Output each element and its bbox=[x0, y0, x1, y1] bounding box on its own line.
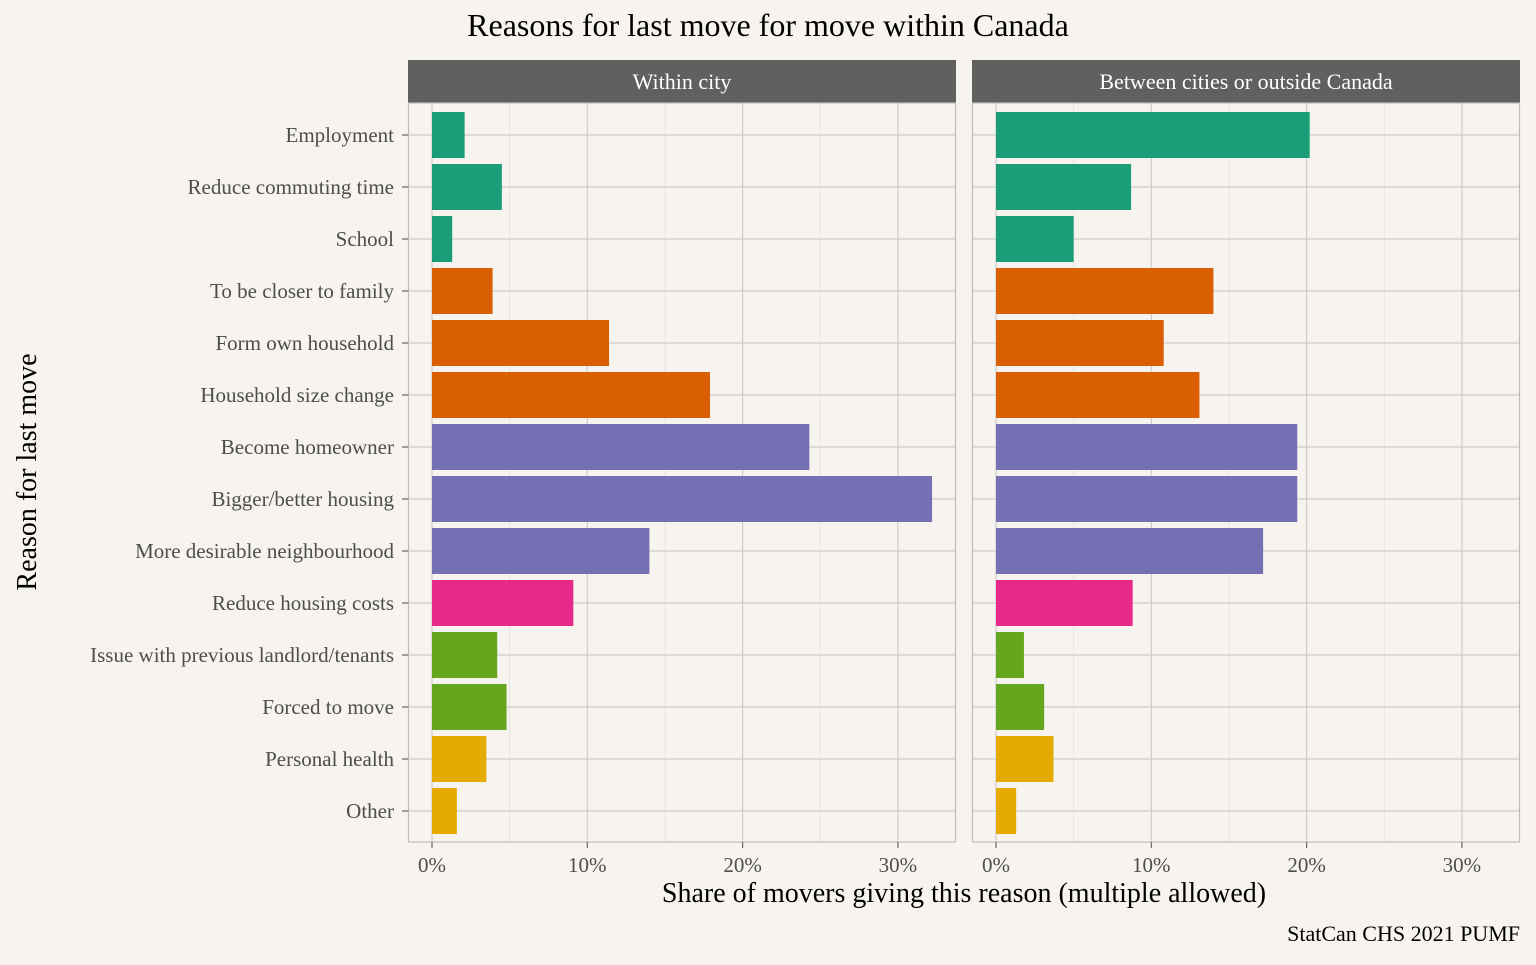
facet-strip bbox=[972, 60, 1520, 103]
bar bbox=[432, 632, 498, 678]
y-tick-label: School bbox=[336, 227, 395, 251]
bar bbox=[432, 268, 493, 314]
bar bbox=[432, 684, 507, 730]
facet-strip-label: Within city bbox=[633, 69, 732, 94]
bar bbox=[996, 684, 1045, 730]
bar bbox=[996, 424, 1298, 470]
bar bbox=[432, 476, 933, 522]
y-tick-label: Bigger/better housing bbox=[211, 487, 394, 511]
bar bbox=[996, 320, 1164, 366]
x-tick-label: 20% bbox=[723, 853, 762, 877]
y-axis-label: Reason for last move bbox=[12, 353, 43, 590]
bar bbox=[996, 268, 1214, 314]
y-tick-label: Personal health bbox=[265, 747, 394, 771]
bar bbox=[432, 736, 487, 782]
bar bbox=[996, 112, 1310, 158]
bar bbox=[432, 112, 465, 158]
y-tick-label: Form own household bbox=[216, 331, 395, 355]
y-tick-label: Other bbox=[346, 799, 394, 823]
facet-strip-label: Between cities or outside Canada bbox=[1099, 69, 1392, 94]
y-tick-label: Reduce housing costs bbox=[212, 591, 394, 615]
x-tick-label: 0% bbox=[418, 853, 446, 877]
bar bbox=[996, 736, 1054, 782]
panel-border bbox=[971, 102, 1521, 843]
x-tick-label: 10% bbox=[1132, 853, 1171, 877]
panel-border bbox=[407, 102, 957, 843]
y-tick-label: To be closer to family bbox=[210, 279, 394, 303]
panel-2: Between cities or outside Canada 0% 10% 20%… bbox=[971, 60, 1521, 877]
y-tick-label: More desirable neighbourhood bbox=[135, 539, 394, 563]
bar bbox=[432, 580, 574, 626]
bar bbox=[432, 164, 502, 210]
bar bbox=[432, 788, 457, 834]
bar bbox=[996, 372, 1200, 418]
chart-caption: StatCan CHS 2021 PUMF bbox=[1287, 921, 1520, 946]
x-axis-label: Share of movers giving this reason (mult… bbox=[662, 878, 1266, 909]
y-tick-label: Issue with previous landlord/tenants bbox=[90, 643, 394, 667]
bar bbox=[432, 528, 650, 574]
bar bbox=[996, 476, 1298, 522]
bar bbox=[996, 788, 1017, 834]
y-tick-label: Become homeowner bbox=[221, 435, 394, 459]
x-tick-label: 10% bbox=[568, 853, 607, 877]
bar bbox=[432, 424, 810, 470]
panel-1: Within city 0% 10% 20% 30% bbox=[407, 60, 957, 877]
bar bbox=[996, 164, 1132, 210]
chart-title: Reasons for last move for move within Ca… bbox=[467, 7, 1069, 43]
facet-strip bbox=[408, 60, 956, 103]
y-tick-label: Employment bbox=[286, 123, 395, 147]
y-tick-label: Reduce commuting time bbox=[188, 175, 394, 199]
bar bbox=[996, 216, 1074, 262]
bar bbox=[432, 320, 610, 366]
x-tick-label: 0% bbox=[982, 853, 1010, 877]
y-tick-label: Forced to move bbox=[262, 695, 394, 719]
bar bbox=[996, 580, 1133, 626]
bar bbox=[996, 528, 1264, 574]
bar bbox=[432, 372, 710, 418]
bar bbox=[996, 632, 1024, 678]
bar bbox=[432, 216, 453, 262]
y-tick-labels: Employment Reduce commuting time School To … bbox=[90, 123, 408, 823]
x-tick-label: 30% bbox=[879, 853, 918, 877]
x-tick-label: 30% bbox=[1443, 853, 1482, 877]
y-tick-label: Household size change bbox=[200, 383, 394, 407]
x-tick-label: 20% bbox=[1287, 853, 1326, 877]
